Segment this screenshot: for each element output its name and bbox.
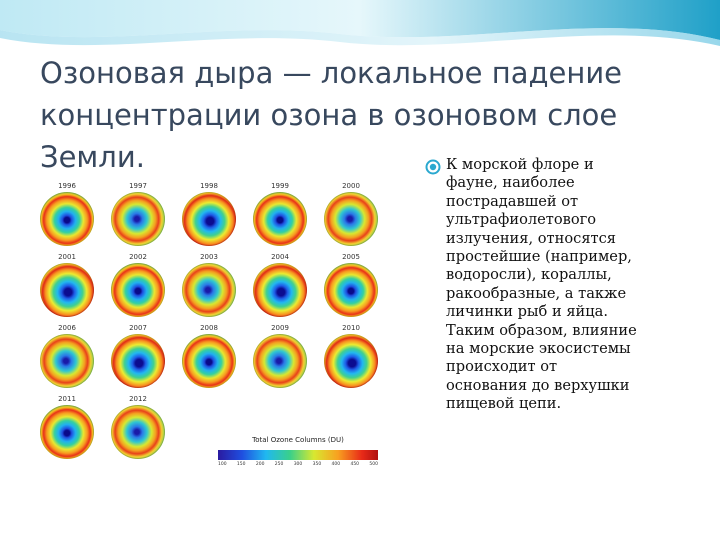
ozone-globe-map xyxy=(253,263,307,317)
year-label: 2008 xyxy=(200,324,218,332)
body-line: личинки рыб и яйца. xyxy=(446,303,608,321)
ozone-globe-map xyxy=(111,263,165,317)
ozone-globe-map xyxy=(324,263,378,317)
body-paragraph: К морской флоре и фауне, наиболее постра… xyxy=(446,156,696,414)
year-label: 2002 xyxy=(129,253,147,261)
scale-tick-label: 100 xyxy=(218,462,227,467)
year-label: 2003 xyxy=(200,253,218,261)
ozone-globe-map xyxy=(253,192,307,246)
year-label: 2000 xyxy=(342,182,360,190)
scale-tick-label: 300 xyxy=(293,462,303,467)
scale-tick-label: 250 xyxy=(274,462,284,467)
year-label: 2005 xyxy=(342,253,360,261)
ozone-globe-map xyxy=(324,192,378,246)
title-line: Озоновая дыра — локальное падение xyxy=(40,56,623,90)
year-label: 2011 xyxy=(58,395,76,403)
ozone-globe-map xyxy=(40,263,94,317)
year-label: 2004 xyxy=(271,253,289,261)
body-line: происходит от xyxy=(446,358,558,376)
ozone-globe-map xyxy=(182,334,236,388)
scale-tick-label: 500 xyxy=(369,462,378,467)
scale-tick-label: 400 xyxy=(331,462,341,467)
year-label: 2009 xyxy=(271,324,289,332)
ozone-hole-figure: Total Ozone Columns (DU) 100 150 200 250 300… xyxy=(40,182,402,480)
body-line: ракообразные, а также xyxy=(446,284,627,302)
year-label: 2006 xyxy=(58,324,76,332)
scale-tick-label: 200 xyxy=(255,462,265,467)
body-line: водоросли), кораллы, xyxy=(446,266,612,284)
ozone-globe-map xyxy=(111,405,165,459)
scale-ticks: 100 150 200 250 300 350 400 450 500 xyxy=(218,462,378,467)
ozone-globe-map xyxy=(40,192,94,246)
year-label: 2001 xyxy=(58,253,76,261)
ozone-globe-map xyxy=(253,334,307,388)
year-label: 1998 xyxy=(200,182,218,190)
ozone-globe-map xyxy=(111,334,165,388)
slide-title: Озоновая дыра — локальное падение концен… xyxy=(40,52,660,178)
year-label: 1996 xyxy=(58,182,76,190)
title-line: концентрации озона в озоновом слое xyxy=(40,98,618,132)
body-line: на морские экосистемы xyxy=(446,340,631,358)
year-label: 1997 xyxy=(129,182,147,190)
title-line: Земли. xyxy=(40,140,145,174)
year-label: 2007 xyxy=(129,324,147,332)
body-line: фауне, наиболее xyxy=(446,174,575,192)
ozone-globe-map xyxy=(182,192,236,246)
ozone-globe-map xyxy=(182,263,236,317)
ozone-globe-map xyxy=(40,334,94,388)
scale-tick-label: 450 xyxy=(350,462,360,467)
scale-tick-label: 150 xyxy=(236,462,246,467)
ozone-globe-map xyxy=(40,405,94,459)
year-label: 2012 xyxy=(129,395,147,403)
body-line: К морской флоре и xyxy=(446,156,594,173)
year-label: 2010 xyxy=(342,324,360,332)
body-line: основания до верхушки xyxy=(446,376,630,394)
year-label: 1999 xyxy=(271,182,289,190)
bullet-dot-icon xyxy=(425,159,441,175)
body-line: пострадавшей от xyxy=(446,192,579,210)
body-line: Таким образом, влияние xyxy=(446,321,637,339)
body-line: излучения, относятся xyxy=(446,229,616,247)
ozone-globe-map xyxy=(324,334,378,388)
scale-tick-label: 350 xyxy=(312,462,322,467)
header-wave-decoration xyxy=(0,0,720,46)
body-line: пищевой цепи. xyxy=(446,395,562,413)
body-line: ультрафиолетового xyxy=(446,211,597,229)
ozone-globe-map xyxy=(111,192,165,246)
scale-title: Total Ozone Columns (DU) xyxy=(252,436,344,444)
body-line: простейшие (например, xyxy=(446,248,632,266)
ozone-color-scale xyxy=(218,450,378,460)
